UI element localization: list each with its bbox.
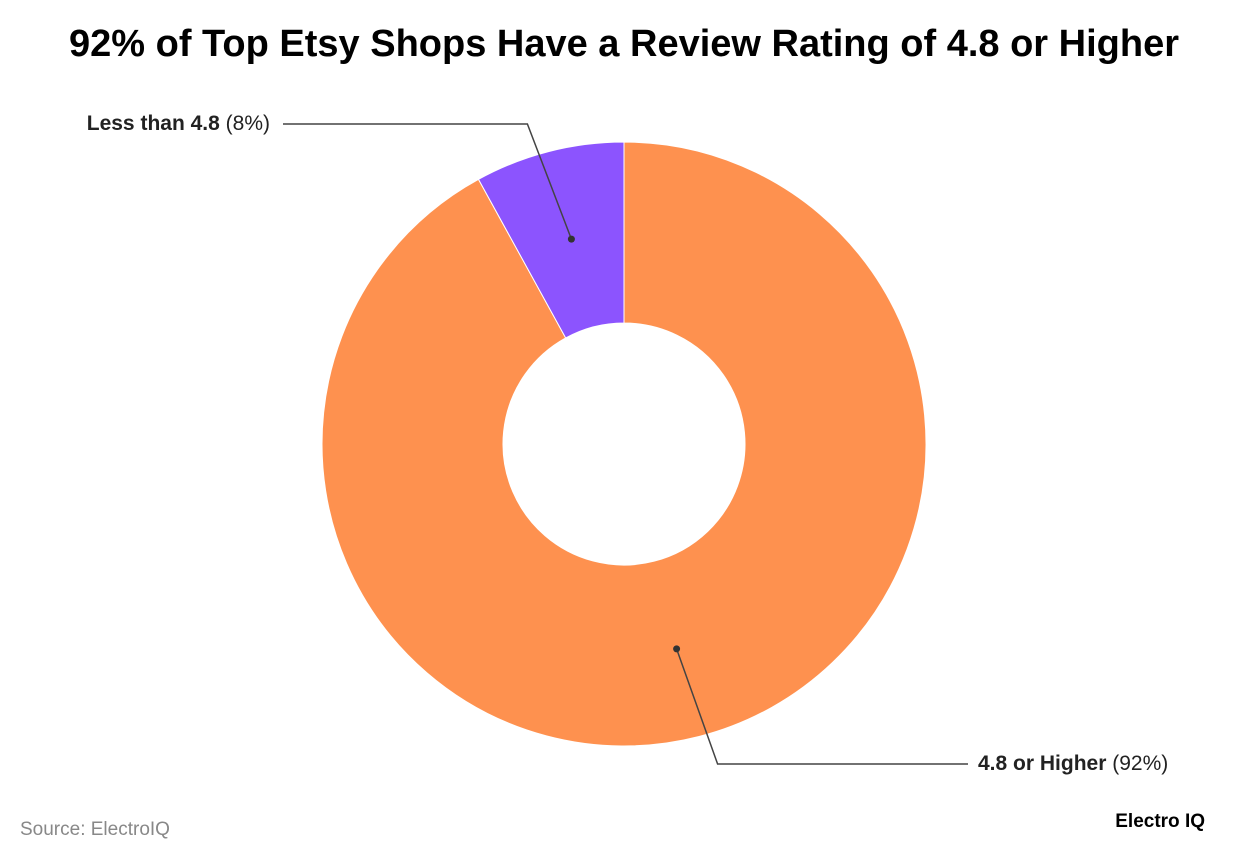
slice-label: Less than 4.8 (8%) [87, 112, 270, 135]
value-label: (8%) [226, 112, 270, 135]
category-name: 4.8 or Higher [978, 752, 1106, 775]
value-label: (92%) [1112, 752, 1168, 775]
slice-label: 4.8 or Higher (92%) [978, 752, 1168, 775]
leader-dot [673, 645, 681, 653]
category-name: Less than 4.8 [87, 112, 220, 135]
leader-dot [567, 235, 575, 243]
leader-line [675, 648, 968, 765]
leader-line [283, 123, 573, 240]
chart-title: 92% of Top Etsy Shops Have a Review Rati… [69, 23, 1179, 65]
slice [321, 141, 927, 747]
brand-logo: Electro IQ [1115, 811, 1205, 832]
source: Source: ElectroIQ [20, 819, 170, 840]
slice [477, 141, 625, 339]
